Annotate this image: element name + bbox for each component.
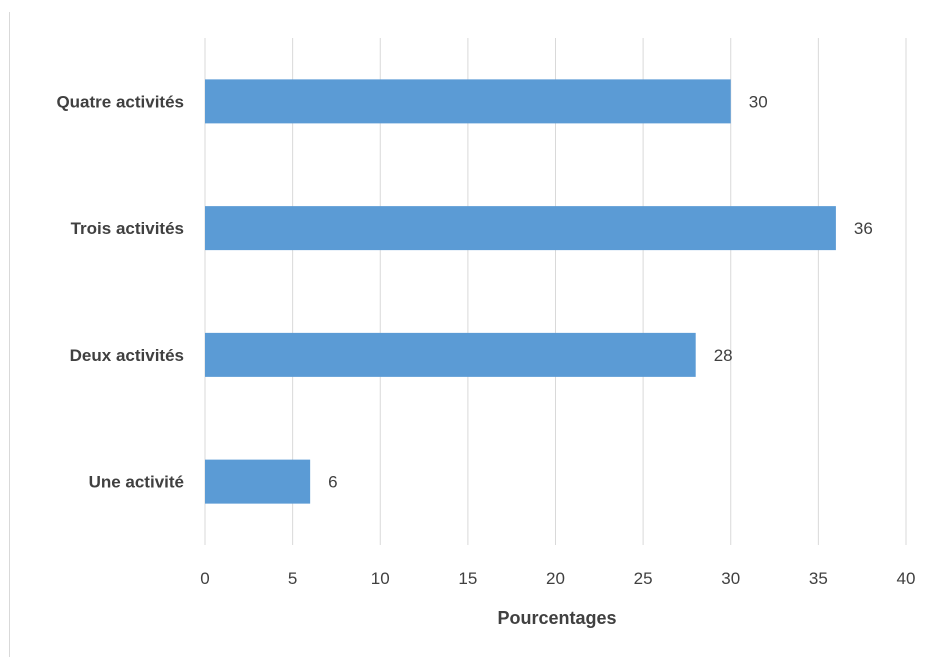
bar — [205, 79, 731, 124]
bar — [205, 206, 836, 251]
x-tick-label: 30 — [721, 569, 740, 588]
x-tick-label: 40 — [897, 569, 916, 588]
category-label: Une activité — [89, 473, 184, 492]
bars — [205, 79, 836, 504]
bar — [205, 459, 311, 504]
x-tick-label: 15 — [458, 569, 477, 588]
x-tick-label: 25 — [634, 569, 653, 588]
data-label: 28 — [714, 346, 733, 365]
data-label: 30 — [749, 92, 768, 111]
x-axis-title: Pourcentages — [497, 608, 616, 628]
labels: 0 5 10 15 20 25 30 35 40 Une activité 6 Deux activi… — [56, 92, 915, 588]
category-label: Quatre activités — [56, 92, 184, 111]
x-tick-label: 5 — [288, 569, 297, 588]
category-label: Trois activités — [71, 219, 184, 238]
bar — [205, 332, 696, 377]
data-label: 6 — [328, 473, 337, 492]
data-label: 36 — [854, 219, 873, 238]
x-tick-label: 0 — [200, 569, 209, 588]
x-tick-label: 35 — [809, 569, 828, 588]
x-tick-label: 20 — [546, 569, 565, 588]
category-label: Deux activités — [70, 346, 184, 365]
x-tick-label: 10 — [371, 569, 390, 588]
frame-left-border — [9, 12, 10, 657]
